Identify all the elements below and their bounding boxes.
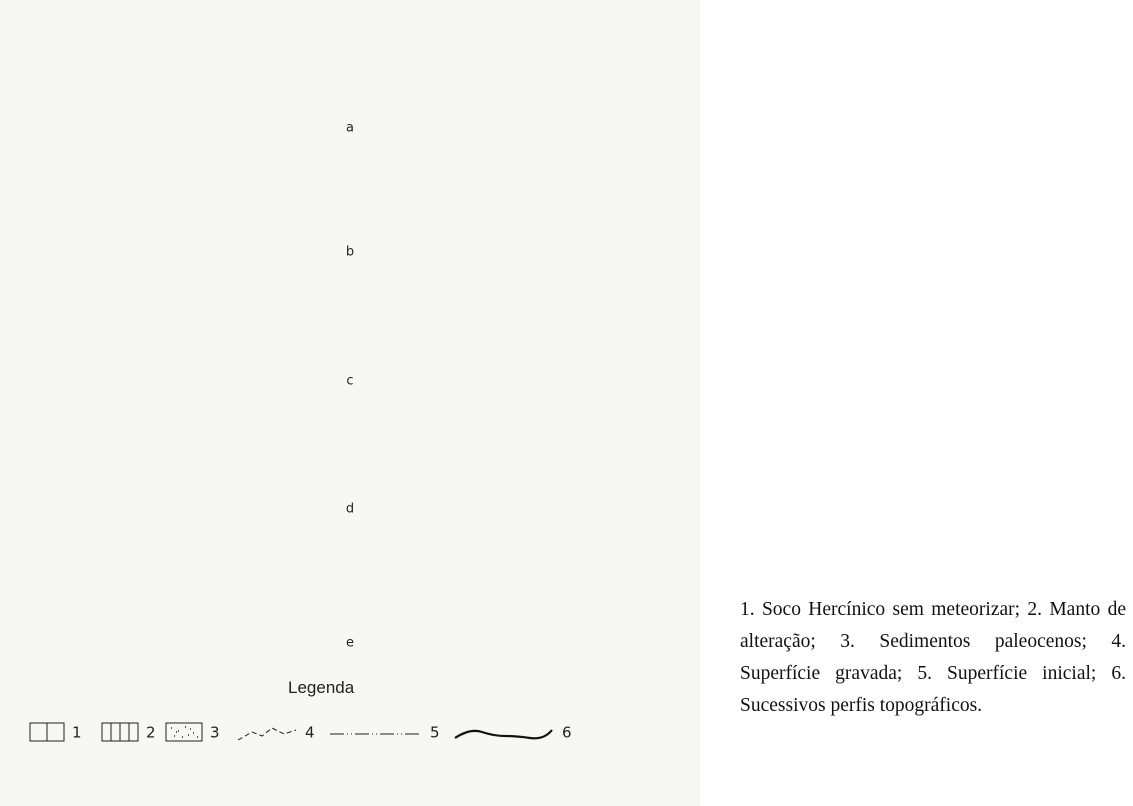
legend-swatch [237,727,297,741]
legend: 1 2 3 4 5 6 [29,722,572,742]
panel-label: e [346,636,354,651]
legend-item: 3 [210,724,220,742]
caption: 1. Soco Hercínico sem meteorizar; 2. Man… [740,599,1126,716]
legend-swatch [110,723,130,741]
legend-swatch [165,722,203,742]
legend-item: 4 [305,724,315,742]
legend-item: 5 [430,724,440,742]
panel-label: a [346,121,354,136]
panel-label: b [346,245,354,260]
legend-item: 6 [562,724,572,742]
panel-label: c [346,374,353,389]
legend-swatch [171,726,198,738]
legend-title: Legenda [288,678,355,697]
legend-item: 2 [146,724,156,742]
legend-item: 1 [72,724,82,742]
scan-background [0,0,700,806]
figure: a b c d e 1 2 3 4 5 6 [0,0,700,806]
legend-swatch [454,729,553,740]
panel-label: d [346,502,354,517]
